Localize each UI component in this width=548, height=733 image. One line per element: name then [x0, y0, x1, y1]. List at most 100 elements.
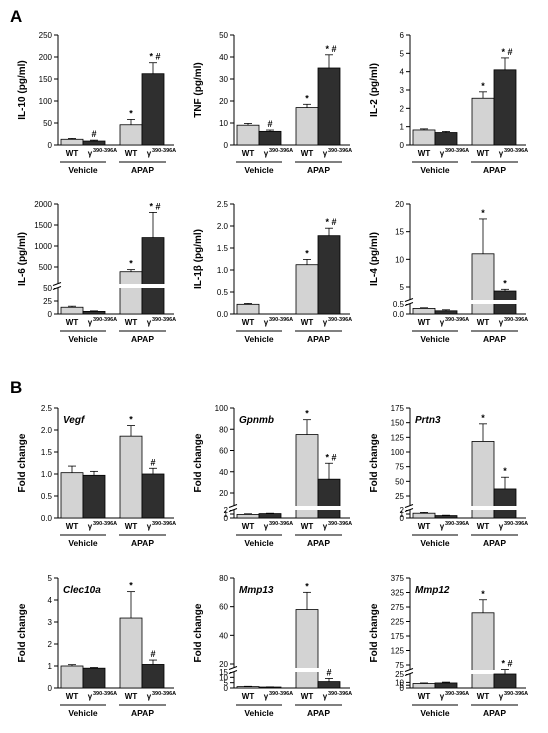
bar — [493, 488, 517, 519]
y-tick-label: 4 — [48, 596, 53, 605]
bar — [258, 513, 282, 519]
y-tick-label: 100 — [391, 448, 405, 457]
y-tick-label: 125 — [391, 433, 405, 442]
bar — [119, 435, 143, 519]
bar — [60, 138, 84, 146]
y-tick-label: 2.0 — [217, 222, 229, 231]
bar — [295, 609, 319, 689]
bar — [471, 253, 495, 315]
y-axis-label: Fold change — [17, 603, 28, 662]
bar-label-superscript: 390-396A — [269, 521, 293, 527]
axis-break-mark — [228, 666, 238, 670]
bar-label-superscript: 390-396A — [504, 521, 528, 527]
y-tick-label: 2.5 — [41, 404, 53, 413]
y-tick-label: 0 — [48, 310, 53, 319]
bar — [141, 664, 165, 689]
group-label: APAP — [131, 538, 154, 548]
y-tick-label: 20 — [219, 97, 228, 106]
group-label: Vehicle — [244, 165, 274, 175]
bar-label: γ — [147, 692, 152, 701]
y-tick-label: 40 — [219, 468, 228, 477]
panel-label-b: B — [10, 378, 22, 397]
y-tick-label: 0.5 — [217, 288, 229, 297]
bar — [141, 73, 165, 146]
y-tick-label: 50 — [43, 284, 52, 293]
bar-label: WT — [301, 522, 314, 531]
y-axis-label: Fold change — [17, 433, 28, 492]
bar — [60, 306, 84, 315]
y-tick-label: 0.0 — [41, 514, 53, 523]
bar-label: γ — [147, 318, 152, 327]
y-tick-label: 2.0 — [41, 426, 53, 435]
bar-label: WT — [125, 522, 138, 531]
y-tick-label: 50 — [43, 119, 52, 128]
bar-label: γ — [323, 522, 328, 531]
axis-break-gap — [405, 670, 413, 674]
axis-break-mark — [404, 668, 414, 672]
y-tick-label: 4 — [400, 68, 405, 77]
bar-label: WT — [125, 692, 138, 701]
y-axis-label: Fold change — [369, 603, 380, 662]
bar-label: WT — [477, 692, 490, 701]
significance-marker: * — [481, 81, 485, 91]
significance-marker: * # — [325, 452, 336, 462]
bar-break — [295, 506, 319, 510]
y-tick-label: 10 — [395, 255, 404, 264]
bar — [295, 264, 319, 315]
axis-break-mark — [52, 282, 62, 286]
bar — [236, 514, 260, 519]
y-tick-label: 5 — [400, 49, 405, 58]
group-label: APAP — [483, 165, 506, 175]
significance-marker: # — [326, 667, 331, 677]
y-tick-label: 30 — [219, 75, 228, 84]
bar-break — [471, 300, 495, 304]
y-tick-label: 0.0 — [217, 310, 229, 319]
bar-label: WT — [301, 318, 314, 327]
bar — [434, 310, 458, 315]
significance-marker: * # — [501, 659, 512, 669]
bar-break — [471, 670, 495, 674]
bar — [60, 472, 84, 519]
y-tick-label: 50 — [219, 31, 228, 40]
axis-break-mark — [228, 504, 238, 508]
bar-break — [295, 668, 319, 672]
group-label: Vehicle — [244, 538, 274, 548]
y-tick-label: 80 — [219, 425, 228, 434]
y-tick-label: 1000 — [34, 242, 52, 251]
y-axis-label: IL-1β (pg/ml) — [193, 229, 204, 289]
y-tick-label: 10 — [219, 673, 228, 682]
bar-label-superscript: 390-396A — [445, 521, 469, 527]
group-label: Vehicle — [420, 538, 450, 548]
group-label: APAP — [483, 334, 506, 344]
bar-label: γ — [499, 522, 504, 531]
chart-9: 012 25 50 75 100 125 150 175 Fold change Prtn3 WT γ… — [369, 404, 528, 548]
axis-break-mark — [228, 508, 238, 512]
group-label: APAP — [307, 334, 330, 344]
group-label: APAP — [307, 538, 330, 548]
y-tick-label: 100 — [215, 404, 229, 413]
bar-label: γ — [264, 522, 269, 531]
significance-marker: * — [305, 581, 309, 591]
bar-label: WT — [418, 522, 431, 531]
bar-label-superscript: 390-396A — [328, 317, 352, 323]
y-tick-label: 3 — [400, 86, 405, 95]
bar-label: WT — [301, 149, 314, 158]
bar-label-superscript: 390-396A — [445, 317, 469, 323]
bar — [317, 681, 341, 689]
axis-break-gap — [405, 506, 413, 510]
bar — [471, 97, 495, 146]
y-tick-label: 175 — [391, 404, 405, 413]
y-axis-label: Fold change — [193, 603, 204, 662]
significance-marker: * # — [149, 52, 160, 62]
bar-label-superscript: 390-396A — [328, 521, 352, 527]
y-tick-label: 60 — [219, 447, 228, 456]
y-axis-label: TNF (pg/ml) — [193, 62, 204, 118]
bar — [82, 140, 106, 146]
significance-marker: * # — [325, 44, 336, 54]
bar-label: WT — [418, 149, 431, 158]
y-tick-label: 25 — [43, 297, 52, 306]
y-tick-label: 275 — [391, 603, 405, 612]
bar-break — [471, 506, 495, 510]
